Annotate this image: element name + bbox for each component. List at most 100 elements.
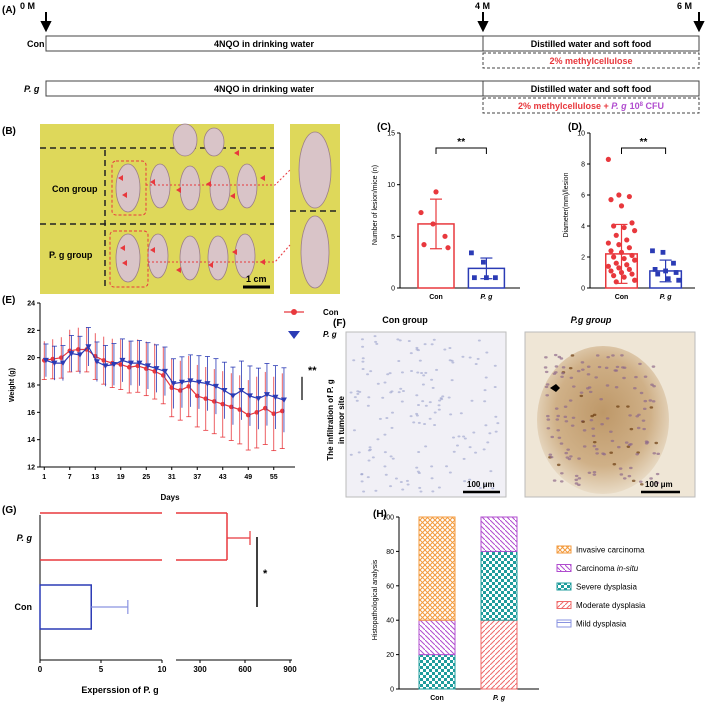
e-significance: ** [308, 365, 317, 377]
cell-nucleus [450, 379, 454, 382]
significance-label: * [263, 568, 268, 580]
cell-nucleus [485, 351, 489, 354]
legend-label: Invasive carcinoma [576, 546, 645, 555]
cell-nucleus [655, 472, 660, 476]
chart-h: 0 20 40 60 80 100 Con P. g Invasive carcinoma Car… [382, 515, 646, 703]
data-point [611, 273, 617, 279]
cell-nucleus [561, 366, 566, 369]
cell-nucleus [620, 354, 624, 357]
data-point [616, 265, 622, 271]
y-tick-label: 4 [581, 224, 585, 231]
data-point [618, 249, 625, 255]
lesion-arrow-icon [234, 150, 239, 156]
cell-nucleus [355, 399, 359, 402]
tongue-specimen [147, 233, 169, 279]
cell-nucleus [595, 354, 600, 357]
data-point [279, 408, 285, 414]
lesion-arrow-icon [122, 192, 127, 198]
data-point [626, 245, 632, 251]
data-point [50, 356, 56, 362]
cell-nucleus [451, 361, 455, 364]
cell-nucleus [391, 457, 395, 460]
cell-nucleus [462, 457, 466, 460]
cell-nucleus [423, 343, 427, 346]
cell-nucleus [609, 430, 613, 433]
cell-nucleus [628, 414, 632, 417]
cell-nucleus [591, 434, 596, 438]
data-point [676, 277, 682, 283]
lesion-arrow-icon [208, 262, 213, 268]
cell-nucleus [599, 397, 603, 401]
cell-nucleus [574, 474, 579, 478]
cell-nucleus [546, 418, 551, 421]
data-point [629, 271, 635, 277]
cell-nucleus [400, 400, 404, 403]
cell-nucleus [483, 389, 487, 392]
cell-nucleus [629, 466, 633, 470]
cell-nucleus [367, 459, 371, 462]
data-point [271, 411, 277, 417]
x-tick-label: Con [430, 695, 444, 702]
data-point [621, 224, 627, 231]
cell-nucleus [415, 466, 419, 469]
pg-after-text: Distilled water and soft food [531, 84, 652, 94]
cell-nucleus [406, 483, 410, 486]
cell-nucleus [476, 357, 480, 360]
y-tick-label: P. g [17, 533, 33, 543]
cell-nucleus [615, 365, 620, 369]
data-point [51, 360, 58, 367]
data-point [605, 263, 611, 269]
chart-g: 0 5 10 300 600 900 P. g Con * [15, 512, 297, 674]
cell-nucleus [572, 385, 576, 388]
cell-nucleus [604, 366, 609, 370]
cell-nucleus [415, 412, 419, 415]
cell-nucleus [407, 340, 411, 343]
cell-nucleus [422, 374, 426, 377]
cell-nucleus [616, 405, 620, 408]
cell-nucleus [463, 480, 467, 483]
cell-nucleus [361, 360, 365, 363]
significance-label: ** [457, 137, 465, 148]
cell-nucleus [398, 339, 402, 342]
cell-nucleus [635, 415, 640, 418]
data-point [194, 393, 200, 399]
e-xlabel: Days [160, 493, 180, 502]
x-tick-label: 1 [42, 474, 46, 481]
tongue-specimen [300, 215, 330, 289]
cell-nucleus [494, 415, 498, 418]
cell-nucleus [439, 397, 443, 400]
data-point [75, 347, 81, 352]
cell-nucleus [627, 474, 632, 478]
cell-nucleus [581, 368, 585, 371]
cell-nucleus [390, 411, 394, 414]
cell-nucleus [390, 390, 394, 393]
cell-nucleus [560, 375, 564, 378]
data-point [102, 363, 109, 369]
f-scale-left: 100 μm [467, 480, 495, 489]
panel-label: (E) [2, 295, 15, 306]
cell-nucleus [412, 421, 416, 424]
cell-nucleus [369, 370, 373, 373]
cell-nucleus [463, 437, 467, 440]
y-tick-label: 24 [27, 301, 35, 308]
cell-nucleus [457, 435, 461, 438]
cell-nucleus [399, 481, 403, 484]
panel-label: (F) [333, 318, 346, 329]
cell-nucleus [484, 424, 488, 427]
cell-nucleus [415, 414, 419, 417]
data-point [624, 237, 630, 243]
data-point [626, 193, 632, 200]
x-tick-label: 7 [68, 474, 72, 481]
arrow-down-icon [477, 12, 489, 33]
cell-nucleus [417, 403, 421, 406]
cell-nucleus [597, 365, 602, 369]
y-tick-label: 10 [387, 182, 395, 189]
significance-bracket [435, 147, 487, 154]
y-tick-label: 20 [27, 355, 35, 362]
f-left-title: Con group [382, 315, 428, 325]
tongue-specimen [115, 163, 141, 213]
cell-nucleus [385, 416, 389, 419]
cell-nucleus [493, 386, 497, 389]
data-point [632, 277, 638, 283]
cell-nucleus [651, 365, 656, 368]
